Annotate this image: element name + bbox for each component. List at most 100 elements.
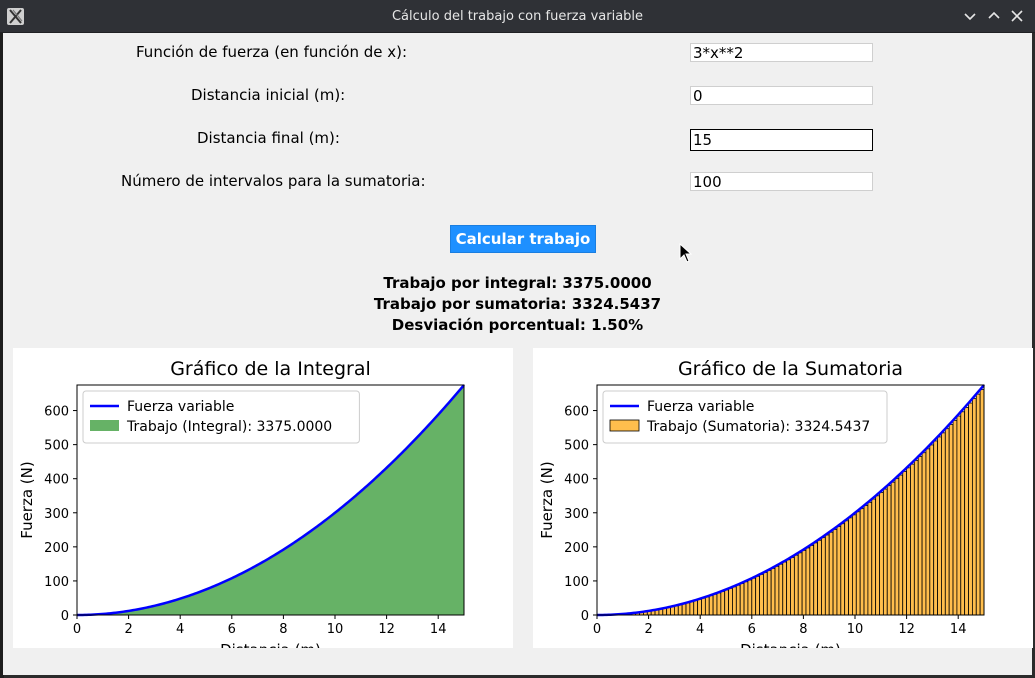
sum-bar	[925, 448, 931, 616]
y-tick-label: 200	[564, 541, 589, 556]
sum-bar	[728, 588, 733, 616]
sum-bar	[770, 568, 776, 616]
chart-svg: Gráfico de la Integral 0 2 4 6 8 10 12 14 0 100 200…	[18, 358, 465, 648]
x-tick-label: 6	[228, 622, 236, 637]
axes-frame	[596, 384, 985, 616]
legend-label: Trabajo (Sumatoria): 3324.5437	[646, 419, 870, 435]
sum-bar	[859, 508, 865, 616]
y-tick-label: 400	[564, 473, 589, 488]
sum-bar	[971, 398, 977, 616]
sum-bar	[979, 389, 985, 616]
close-icon	[1011, 10, 1023, 22]
sum-bar	[735, 584, 741, 616]
calculate-button[interactable]: Calcular trabajo	[450, 225, 596, 253]
legend-label: Fuerza variable	[127, 399, 234, 415]
minimize-button[interactable]	[960, 6, 980, 26]
app-x-icon	[7, 8, 24, 25]
start-distance-label: Distancia inicial (m):	[191, 86, 346, 104]
sum-bar	[894, 478, 900, 616]
sum-bar	[917, 456, 923, 616]
mouse-pointer-icon	[679, 242, 693, 267]
sum-bar	[747, 579, 753, 616]
legend-fill-swatch	[90, 420, 119, 431]
title-bar[interactable]: Cálculo del trabajo con fuerza variable	[0, 0, 1035, 33]
x-tick-label: 12	[378, 622, 395, 637]
sum-bar	[821, 537, 826, 616]
sum-bar	[867, 501, 873, 616]
sum-bar	[793, 554, 799, 616]
sum-bar	[879, 492, 884, 616]
legend-label: Fuerza variable	[647, 399, 754, 415]
force-line	[76, 384, 465, 617]
sum-bar	[890, 481, 896, 616]
chevron-down-icon	[964, 13, 976, 21]
sum-bar	[836, 526, 842, 616]
x-tick-label: 10	[847, 622, 864, 637]
sum-bar	[801, 549, 807, 616]
sum-bar	[964, 407, 969, 616]
sum-bar	[828, 531, 834, 616]
sum-bar	[906, 467, 911, 616]
chart-title: Gráfico de la Integral	[170, 358, 371, 380]
y-tick-label: 500	[564, 439, 589, 454]
sum-bar	[817, 539, 822, 616]
y-tick-label: 400	[44, 473, 69, 488]
y-tick-label: 300	[564, 507, 589, 522]
sum-bar	[739, 583, 745, 616]
sum-bar	[732, 586, 737, 616]
sum-bar	[956, 415, 962, 616]
sum-bar	[871, 498, 877, 616]
sum-bar	[948, 424, 954, 616]
maximize-button[interactable]	[984, 6, 1004, 26]
x-tick-label: 14	[430, 622, 447, 637]
sum-bar	[673, 605, 679, 616]
sum-bar	[952, 419, 958, 616]
intervals-label: Número de intervalos para la sumatoria:	[121, 172, 426, 190]
sum-bar	[724, 589, 729, 616]
y-tick-label: 0	[581, 609, 589, 624]
close-button[interactable]	[1007, 6, 1027, 26]
sum-bar	[786, 559, 791, 616]
intervals-input[interactable]	[690, 172, 873, 191]
legend-label: Trabajo (Integral): 3375.0000	[126, 419, 332, 435]
y-axis-label: Fuerza (N)	[18, 461, 36, 538]
sum-bar	[677, 604, 683, 616]
chart-title: Gráfico de la Sumatoria	[678, 358, 903, 380]
sum-bar	[902, 471, 908, 616]
legend-fill-swatch	[609, 419, 640, 432]
axes-frame	[76, 384, 465, 616]
sum-bar	[844, 520, 849, 616]
sum-bar	[685, 602, 691, 616]
sum-bar	[766, 570, 772, 616]
sum-bar	[701, 597, 706, 616]
sum-result: Trabajo por sumatoria: 3324.5437	[373, 295, 662, 313]
y-tick-label: 200	[44, 541, 69, 556]
start-distance-input[interactable]	[690, 86, 873, 105]
force-function-label: Función de fuerza (en función de x):	[136, 43, 408, 61]
sum-bar	[805, 547, 811, 616]
sum-bar	[681, 603, 687, 616]
x-tick-label: 6	[748, 622, 756, 637]
end-distance-input[interactable]	[690, 129, 873, 151]
integral-area	[77, 385, 464, 615]
x-tick-label: 14	[950, 622, 967, 637]
sum-bar	[670, 606, 675, 616]
sum-bar	[968, 402, 973, 616]
x-tick-label: 8	[279, 622, 287, 637]
x-tick-label: 2	[124, 622, 132, 637]
sum-bar	[921, 452, 927, 616]
sum-bar	[774, 565, 780, 616]
sum-bar	[704, 596, 710, 616]
y-tick-label: 0	[61, 609, 69, 624]
force-function-input[interactable]	[690, 43, 873, 62]
integral-plot: Gráfico de la Integral 0 2 4 6 8 10 12 14 0 100 200…	[13, 348, 513, 648]
sum-bar	[937, 436, 942, 616]
desktop-background	[0, 0, 4, 678]
sum-bar	[855, 511, 861, 616]
x-axis-label: Distancia (m)	[220, 641, 321, 648]
y-tick-label: 300	[44, 507, 69, 522]
window-title: Cálculo del trabajo con fuerza variable	[391, 9, 644, 24]
sum-bar	[975, 393, 981, 616]
sum-bar	[832, 529, 838, 616]
